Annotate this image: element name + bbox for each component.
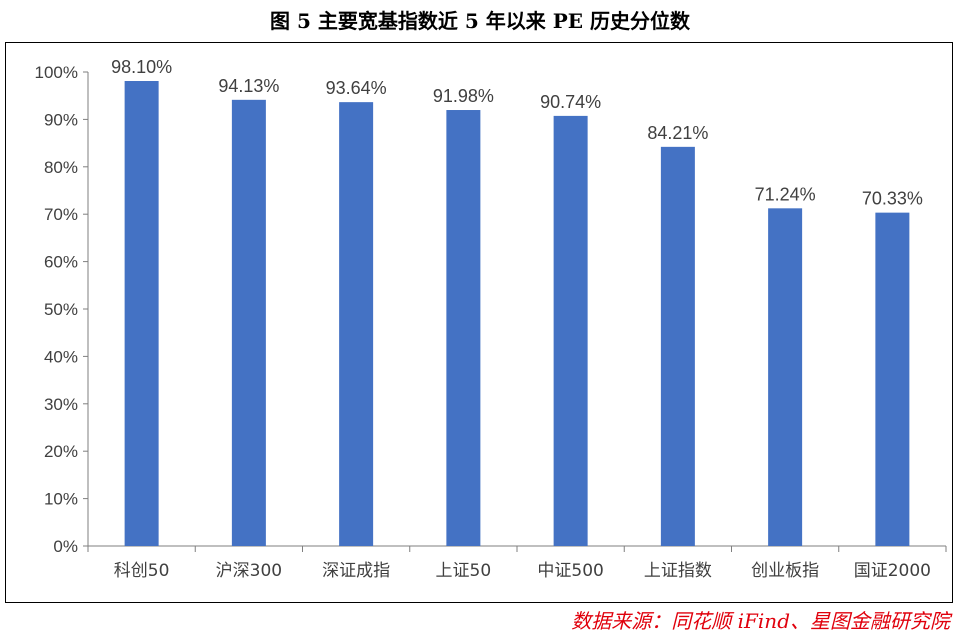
x-tick-label: 深证成指 bbox=[322, 561, 390, 581]
data-label: 84.21% bbox=[647, 123, 708, 143]
bar-2 bbox=[231, 99, 266, 547]
y-tick-label: 30% bbox=[44, 395, 78, 414]
chart-frame: 0% 10% 20% 30% 40% 50% 60% 70% 80% 90% 100% 98.10% 科… bbox=[5, 42, 953, 603]
chart-title: 图 5 主要宽基指数近 5 年以来 PE 历史分位数 bbox=[270, 9, 690, 33]
bar-6 bbox=[660, 146, 695, 546]
y-tick-label: 100% bbox=[35, 63, 78, 82]
y-tick-label: 70% bbox=[44, 205, 78, 224]
x-tick-label: 上证指数 bbox=[644, 561, 712, 581]
bar-3 bbox=[339, 102, 374, 547]
data-label: 90.74% bbox=[540, 92, 601, 112]
data-source-note: 数据来源：同花顺 iFind、星图金融研究院 bbox=[571, 609, 950, 633]
y-tick-label: 10% bbox=[44, 490, 78, 509]
data-label: 70.33% bbox=[862, 189, 923, 209]
x-tick-label: 中证500 bbox=[537, 561, 603, 581]
bar-1 bbox=[124, 81, 159, 547]
data-label: 94.13% bbox=[218, 76, 279, 96]
data-label: 93.64% bbox=[326, 78, 387, 98]
bar-8 bbox=[875, 212, 910, 546]
bar-4 bbox=[446, 110, 481, 546]
x-tick-label: 创业板指 bbox=[751, 561, 819, 581]
data-label: 98.10% bbox=[111, 57, 172, 77]
y-tick-label: 0% bbox=[53, 537, 78, 556]
y-tick-label: 80% bbox=[44, 158, 78, 177]
data-label: 71.24% bbox=[755, 184, 816, 204]
x-tick-label: 上证50 bbox=[436, 561, 492, 581]
y-tick-label: 60% bbox=[44, 253, 78, 272]
y-tick-label: 90% bbox=[44, 110, 78, 129]
y-tick-label: 40% bbox=[44, 347, 78, 366]
bar-chart: 0% 10% 20% 30% 40% 50% 60% 70% 80% 90% 100% 98.10% 科… bbox=[35, 57, 947, 581]
y-tick-label: 20% bbox=[44, 442, 78, 461]
y-tick-label: 50% bbox=[44, 300, 78, 319]
x-tick-label: 国证2000 bbox=[854, 561, 931, 581]
data-label: 91.98% bbox=[433, 86, 494, 106]
x-tick-label: 沪深300 bbox=[216, 561, 282, 581]
x-tick-label: 科创50 bbox=[114, 561, 170, 581]
bar-7 bbox=[768, 208, 803, 547]
bar-5 bbox=[553, 115, 588, 547]
